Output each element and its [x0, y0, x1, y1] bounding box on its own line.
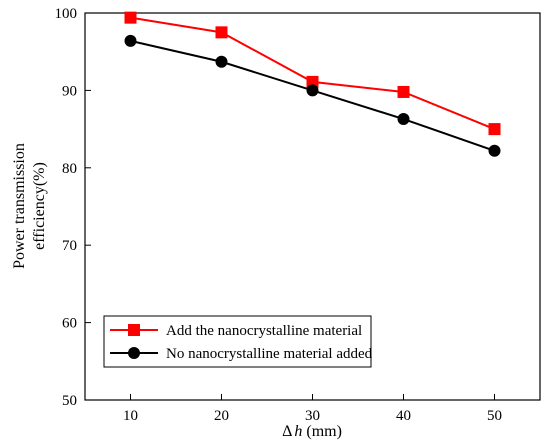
y-tick-label: 80: [62, 161, 77, 177]
data-point-square: [488, 123, 501, 136]
data-point-square: [306, 75, 319, 88]
y-axis-title-line-2: efficiency(%): [31, 162, 48, 250]
data-point-circle: [124, 34, 137, 47]
y-axis-title: Power transmission efficiency(%): [11, 143, 48, 269]
legend-marker-square: [128, 324, 140, 336]
data-point-circle: [488, 144, 501, 157]
data-point-square: [124, 11, 137, 24]
y-tick-label: 70: [62, 238, 77, 254]
x-tick-label: 50: [487, 408, 502, 424]
y-tick-label: 100: [55, 6, 78, 22]
data-point-circle: [215, 55, 228, 68]
x-tick-label: 10: [123, 408, 138, 424]
data-point-circle: [306, 84, 319, 97]
legend-label-series-1: Add the nanocrystalline material: [166, 323, 362, 339]
tick-labels: 10 20 30 40 50 50 60 70 80 90 100: [55, 6, 503, 424]
series-line-1: [130, 16, 495, 131]
x-tick-label: 20: [214, 408, 229, 424]
legend-label-series-2: No nanocrystalline material added: [166, 346, 373, 362]
series-layer: [124, 11, 501, 157]
y-tick-label: 90: [62, 83, 77, 99]
x-tick-label: 30: [305, 408, 320, 424]
y-tick-label: 50: [62, 393, 77, 409]
x-tick-label: 40: [396, 408, 411, 424]
legend-marker-circle: [128, 347, 140, 359]
y-axis-title-line-1: Power transmission: [11, 143, 28, 269]
legend-box: [103, 315, 372, 368]
data-point-square: [397, 85, 410, 98]
y-tick-label: 60: [62, 316, 77, 332]
data-point-square: [215, 26, 228, 39]
data-point-circle: [397, 113, 410, 126]
legend: Add the nanocrystalline material No nano…: [103, 315, 373, 368]
axis-ticks: [85, 12, 495, 401]
